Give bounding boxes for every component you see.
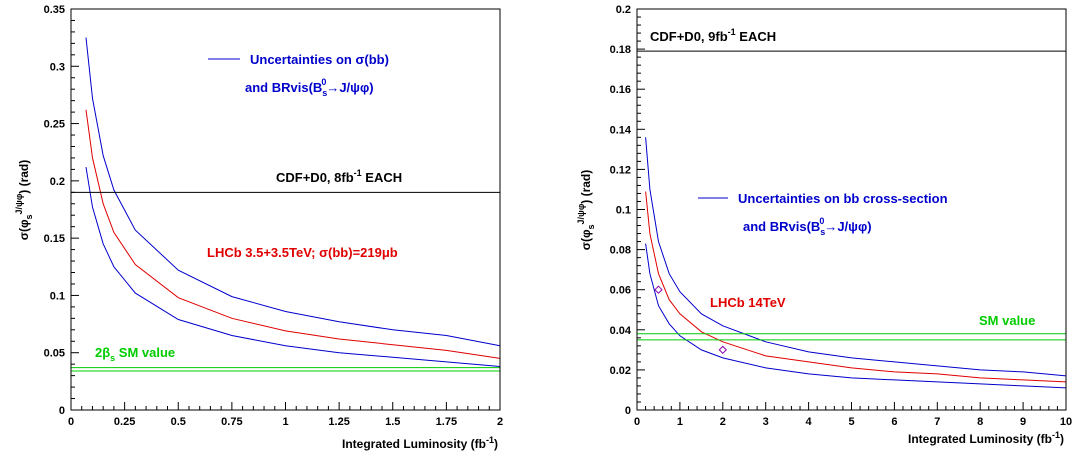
y-tick-label: 0.16 [610,84,631,96]
y-tick-label: 0.14 [610,124,632,136]
x-tick-label: 7 [934,416,940,428]
left-y-axis-label: σ(φsJ/ψφ) (rad) [14,160,34,241]
x-tick-label: 1 [677,416,683,428]
right-marker-1 [718,345,728,355]
x-tick-label: 0.25 [114,416,135,428]
left-series-1 [85,109,501,359]
right-series-2 [645,243,1067,389]
y-tick-label: 0.35 [44,4,65,16]
right-annotation-cdf: CDF+D0, 9fb-1 EACH [650,27,776,44]
x-tick-label: 8 [977,416,983,428]
left-series-2 [85,167,501,367]
x-tick-label: 0 [68,416,74,428]
x-tick-label: 0.75 [221,416,242,428]
y-tick-label: 0.2 [50,176,65,188]
left-series-0 [85,37,501,347]
y-tick-label: 0.15 [44,233,65,245]
right-x-axis-label: Integrated Luminosity (fb-1) [908,430,1064,446]
y-tick-label: 0 [59,405,65,417]
y-tick-label: 0.12 [610,164,631,176]
y-tick-label: 0.05 [44,348,65,360]
y-tick-label: 0.08 [610,245,631,257]
left-annotation-uncertainty-1: Uncertainties on σ(bb) [250,52,389,67]
y-tick-label: 0.3 [50,61,65,73]
x-tick-label: 6 [891,416,897,428]
y-tick-label: 0.2 [616,4,631,16]
left-annotation-sm: 2βs SM value [95,345,175,363]
y-tick-label: 0.06 [610,285,631,297]
right-series-0 [645,137,1067,377]
x-tick-label: 1.75 [436,416,457,428]
left-y-ticks: 0 0.05 0.1 0.15 0.2 0.25 0.3 0.35 [44,4,79,417]
y-tick-label: 0.04 [610,325,632,337]
x-tick-label: 2 [497,416,503,428]
x-tick-label: 9 [1020,416,1026,428]
x-tick-label: 2 [720,416,726,428]
y-tick-label: 0 [625,405,631,417]
left-x-axis-label: Integrated Luminosity (fb-1) [342,435,498,451]
y-tick-label: 0.25 [44,119,65,131]
right-panel: 0 1 2 3 4 5 6 7 8 9 10 0 0.02 0.04 0.06 0.08 0.1 0.12 0.1… [576,4,1072,446]
right-curves [645,137,1067,389]
right-markers [654,285,728,355]
x-tick-label: 3 [763,416,769,428]
right-hlines [637,50,1066,341]
x-tick-label: 10 [1060,416,1072,428]
right-y-ticks: 0 0.02 0.04 0.06 0.08 0.1 0.12 0.14 0.16 0.18 0.2 [610,4,645,417]
x-tick-label: 5 [848,416,854,428]
left-annotation-uncertainty-2: and BRvis(Bs0→J/ψφ) [245,77,374,98]
left-annotation-lhcb: LHCb 3.5+3.5TeV; σ(bb)=219μb [207,245,398,260]
x-tick-label: 1 [282,416,288,428]
left-panel: 0 0.25 0.5 0.75 1 1.25 1.5 1.75 2 0 0.05 0.1 0.15 0.… [14,4,503,451]
right-marker-0 [654,285,663,294]
y-tick-label: 0.18 [610,44,631,56]
left-hlines [71,191,500,372]
right-series-1 [645,191,1067,383]
right-annotation-uncertainty-2: and BRvis(Bs0→J/ψφ) [743,216,872,237]
x-tick-label: 4 [806,416,813,428]
x-tick-label: 0.5 [171,416,186,428]
y-tick-label: 0.02 [610,365,631,377]
x-tick-label: 1.25 [328,416,349,428]
y-tick-label: 0.1 [50,290,65,302]
x-tick-label: 0 [634,416,640,428]
right-annotation-sm: SM value [979,313,1035,328]
right-y-axis-label: σ(φsJ/ψφ) (rad) [576,170,596,251]
right-annotation-lhcb: LHCb 14TeV [710,295,786,310]
left-annotation-cdf: CDF+D0, 8fb-1 EACH [276,168,402,185]
right-x-ticks: 0 1 2 3 4 5 6 7 8 9 10 [634,402,1072,428]
y-tick-label: 0.1 [616,205,631,217]
left-x-ticks: 0 0.25 0.5 0.75 1 1.25 1.5 1.75 2 [68,402,503,428]
x-tick-label: 1.5 [385,416,400,428]
left-curves [85,37,501,367]
right-annotation-uncertainty-1: Uncertainties on bb cross-section [738,191,948,206]
